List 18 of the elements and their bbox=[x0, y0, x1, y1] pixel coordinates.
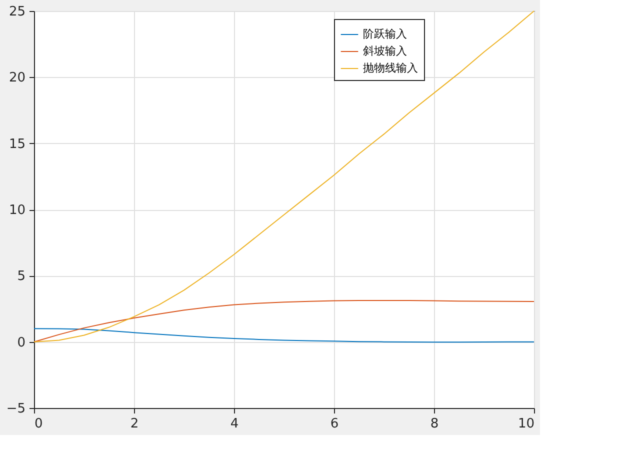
legend-label: 抛物线输入 bbox=[363, 62, 418, 74]
y-tick-label: 25 bbox=[8, 4, 26, 20]
y-tick-label: 5 bbox=[17, 269, 26, 284]
x-tick-label: 10 bbox=[518, 416, 534, 432]
x-tick-label: 2 bbox=[130, 416, 139, 432]
x-tick-label: 6 bbox=[330, 416, 339, 432]
x-tick-label: 8 bbox=[430, 416, 439, 432]
y-tick-label: 20 bbox=[8, 70, 26, 86]
legend-label: 斜坡输入 bbox=[363, 44, 407, 58]
y-tick-label: −5 bbox=[6, 402, 26, 416]
legend-label: 阶跃输入 bbox=[363, 28, 407, 40]
x-tick-label: 0 bbox=[34, 416, 43, 432]
y-tick-label: 0 bbox=[17, 335, 26, 350]
y-tick-label: 15 bbox=[8, 136, 26, 152]
line-series bbox=[34, 300, 534, 342]
y-tick-label: 10 bbox=[8, 203, 26, 218]
line-series bbox=[34, 328, 534, 343]
x-tick-label: 4 bbox=[230, 416, 239, 432]
